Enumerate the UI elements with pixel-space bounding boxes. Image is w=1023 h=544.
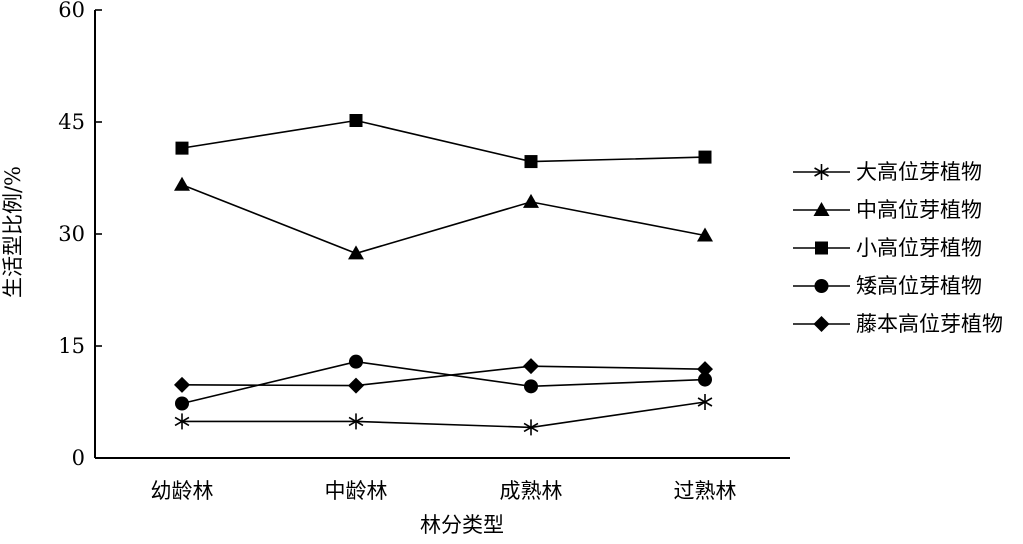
asterisk-stroke	[814, 167, 829, 177]
series-2	[174, 176, 713, 260]
data-point	[175, 141, 189, 155]
data-point	[697, 227, 713, 242]
y-tick-label: 60	[58, 0, 85, 22]
data-point	[698, 150, 712, 164]
asterisk-stroke	[697, 397, 713, 407]
data-point	[697, 394, 713, 410]
data-point	[523, 419, 539, 436]
y-tick-label: 0	[72, 446, 85, 470]
x-tick-label: 幼龄林	[151, 479, 214, 503]
data-point	[348, 245, 364, 260]
data-point	[174, 376, 190, 393]
legend-item: 中高位芽植物	[793, 198, 982, 222]
data-point	[698, 372, 712, 387]
legend-item: 矮高位芽植物	[793, 274, 982, 298]
data-point	[697, 361, 713, 378]
legend-item: 小高位芽植物	[793, 236, 982, 260]
data-point	[524, 155, 538, 169]
series-line	[181, 183, 706, 255]
series-line	[181, 119, 706, 163]
data-point	[174, 176, 190, 191]
data-point	[175, 396, 189, 411]
data-point	[348, 413, 364, 430]
series-layer	[174, 114, 713, 436]
data-point	[523, 358, 539, 375]
legend-label: 大高位芽植物	[856, 160, 982, 184]
series-line	[181, 365, 706, 387]
data-point	[349, 114, 363, 128]
asterisk-stroke	[523, 422, 539, 433]
data-point	[349, 354, 363, 369]
x-axis-title: 林分类型	[420, 513, 504, 537]
series-3	[175, 114, 712, 169]
y-tick-label: 30	[58, 222, 85, 246]
asterisk-stroke	[174, 416, 190, 427]
data-point	[524, 379, 538, 394]
asterisk-stroke	[348, 416, 364, 427]
legend-marker	[813, 202, 830, 216]
data-point	[348, 377, 364, 394]
legend-marker	[814, 279, 829, 293]
x-tick-label: 成熟林	[500, 479, 563, 503]
y-axis-title: 生活型比例/%	[1, 166, 25, 298]
legend-label: 小高位芽植物	[856, 236, 982, 260]
data-point	[523, 193, 539, 208]
series-line	[181, 360, 706, 405]
data-point	[174, 413, 190, 430]
legend-label: 藤本高位芽植物	[856, 312, 1003, 336]
legend-marker	[815, 241, 828, 255]
legend-label: 中高位芽植物	[856, 198, 982, 222]
y-tick-label: 45	[58, 110, 85, 134]
series-1	[174, 394, 713, 436]
legend-label: 矮高位芽植物	[856, 274, 982, 298]
legend-item: 藤本高位芽植物	[793, 312, 1003, 336]
series-5	[174, 358, 713, 394]
legend-item: 大高位芽植物	[793, 160, 982, 184]
series-4	[175, 354, 712, 411]
x-tick-label: 过熟林	[674, 479, 737, 503]
x-tick-label: 中龄林	[325, 479, 388, 503]
legend-marker	[813, 316, 830, 332]
axes: 0 15 30 45 60 幼龄林 中龄林 成熟林 过熟林	[58, 0, 790, 503]
legend-marker	[814, 164, 829, 180]
series-line	[182, 401, 706, 429]
y-tick-label: 15	[58, 334, 85, 358]
